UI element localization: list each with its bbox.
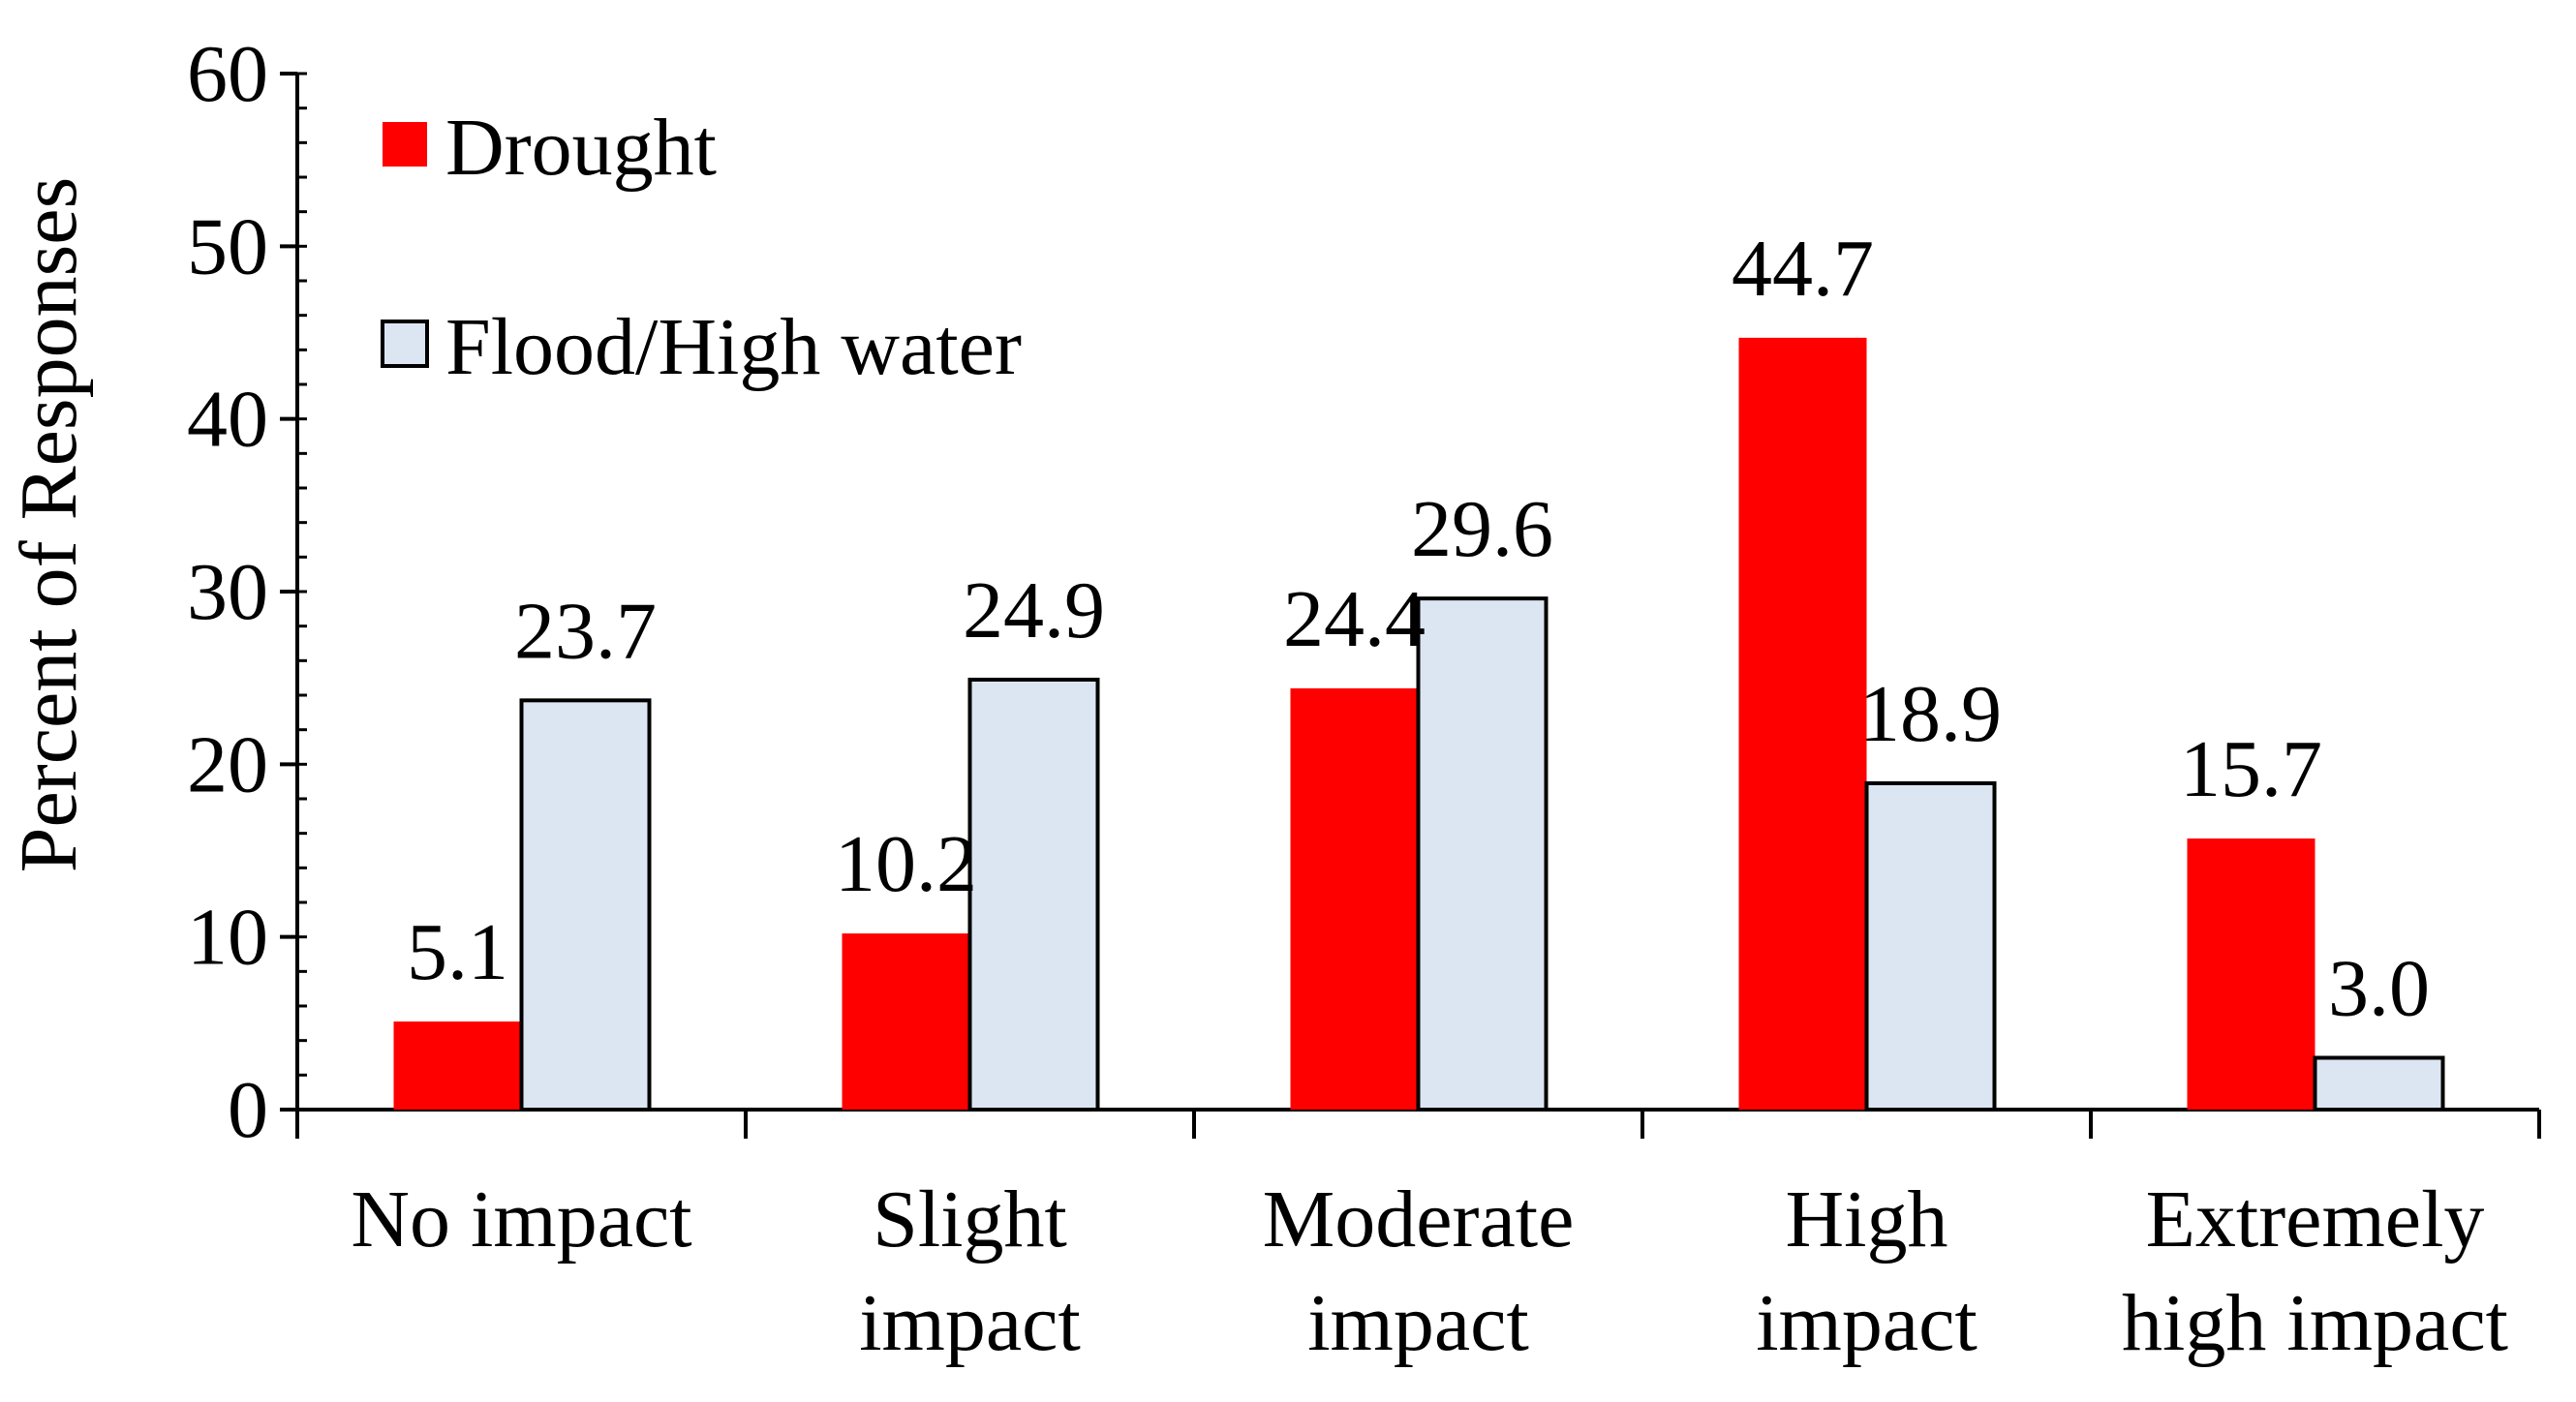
data-labels: 5.1 10.2 24.4 44.7 15.7 23.7 24.9 29.6 18.9 3.0 xyxy=(407,224,2430,1034)
x-category-label: impact xyxy=(1756,1278,1978,1368)
y-axis: 0 10 20 30 40 50 60 xyxy=(187,29,307,1155)
flood-data-label: 18.9 xyxy=(1859,669,2002,759)
flood-bar xyxy=(967,677,1100,1112)
x-axis: No impact Slight impact Moderate impact High i… xyxy=(295,1108,2541,1368)
flood-bar xyxy=(519,698,652,1112)
x-category-label: impact xyxy=(1307,1278,1529,1368)
y-tick-label: 40 xyxy=(187,375,268,465)
x-category-label: Moderate xyxy=(1263,1174,1575,1265)
bars xyxy=(393,337,2445,1112)
x-category-label: Extremely xyxy=(2146,1174,2485,1265)
flood-data-label: 3.0 xyxy=(2328,944,2430,1034)
x-category-label: No impact xyxy=(351,1174,691,1265)
flood-data-label: 24.9 xyxy=(963,565,1105,655)
y-axis-title: Percent of Responses xyxy=(4,177,94,873)
legend: Drought Flood/High water xyxy=(381,103,1022,392)
x-category-label: impact xyxy=(859,1278,1081,1368)
y-tick-label: 50 xyxy=(187,201,268,291)
x-category-label: high impact xyxy=(2122,1278,2508,1368)
y-tick-label: 20 xyxy=(187,719,268,809)
flood-bar xyxy=(1864,780,1997,1112)
y-tick-label: 0 xyxy=(228,1065,268,1155)
y-tick-label: 10 xyxy=(187,893,268,983)
drought-bar xyxy=(842,933,970,1110)
y-tick-label: 30 xyxy=(187,547,268,637)
drought-bar xyxy=(1738,337,1867,1111)
drought-bar xyxy=(1290,687,1419,1110)
drought-data-label: 10.2 xyxy=(835,819,977,909)
flood-data-label: 29.6 xyxy=(1411,484,1553,574)
y-tick-label: 60 xyxy=(187,29,268,119)
drought-data-label: 44.7 xyxy=(1732,224,1874,314)
drought-bar xyxy=(393,1021,522,1110)
drought-data-label: 15.7 xyxy=(2180,724,2322,814)
flood-data-label: 23.7 xyxy=(514,586,657,676)
drought-data-label: 24.4 xyxy=(1283,574,1426,664)
legend-label: Flood/High water xyxy=(445,302,1022,392)
drought-bar xyxy=(2187,838,2315,1110)
x-category-label: High xyxy=(1786,1174,1948,1265)
flood-bar xyxy=(2313,1055,2445,1112)
x-category-label: Slight xyxy=(873,1174,1067,1265)
legend-swatch xyxy=(383,122,427,167)
flood-bar xyxy=(1416,596,1549,1112)
legend-swatch xyxy=(381,320,429,368)
legend-label: Drought xyxy=(445,103,717,193)
drought-data-label: 5.1 xyxy=(407,907,508,997)
